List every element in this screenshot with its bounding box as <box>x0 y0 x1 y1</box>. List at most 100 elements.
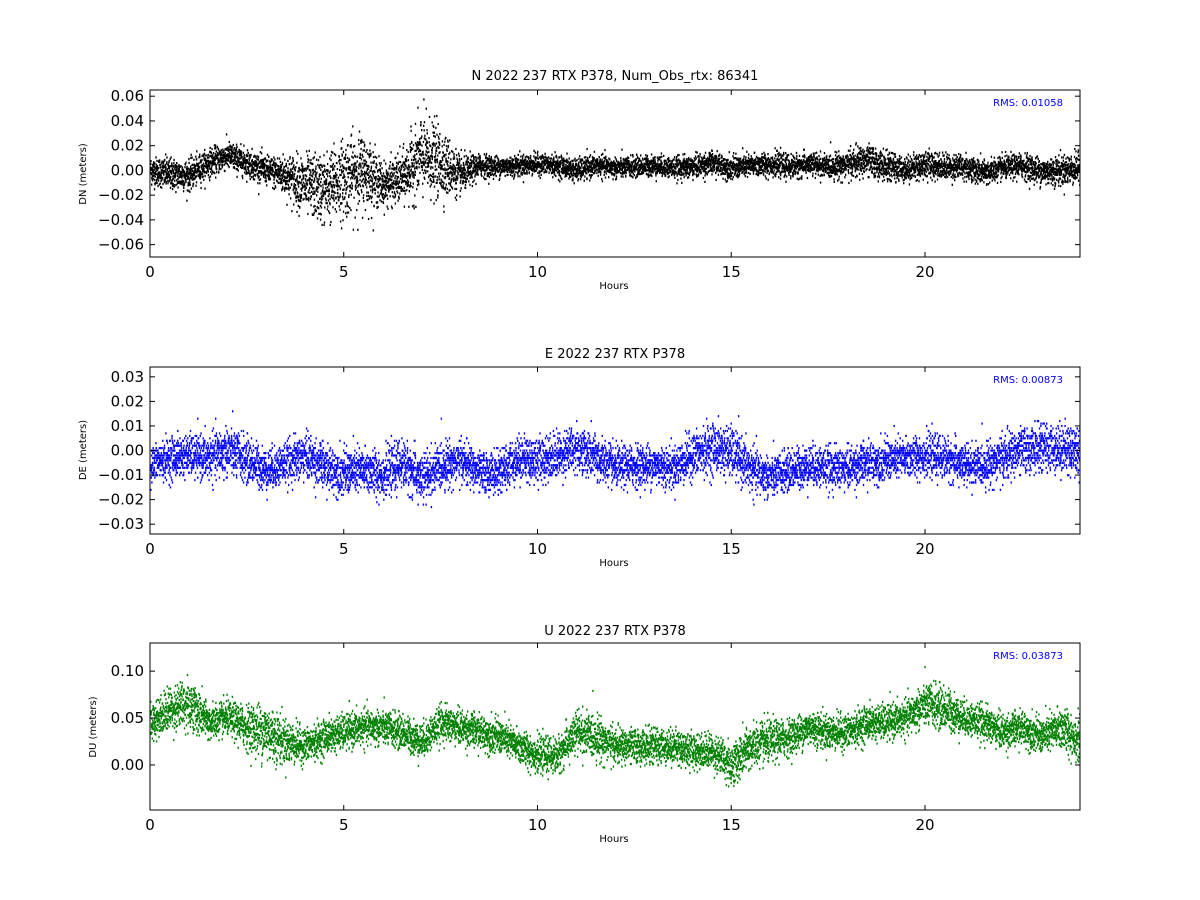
data-point <box>594 165 597 168</box>
data-point <box>381 193 383 196</box>
data-point <box>427 155 430 158</box>
data-point <box>248 162 250 165</box>
data-point <box>564 165 566 168</box>
data-point <box>611 161 614 165</box>
data-point <box>662 172 664 175</box>
data-point <box>560 162 562 165</box>
data-point <box>562 160 565 163</box>
data-point <box>342 176 345 179</box>
data-point <box>610 164 612 167</box>
data-point <box>320 213 322 216</box>
data-point <box>598 171 600 174</box>
data-point <box>330 176 332 179</box>
data-point <box>327 199 330 202</box>
data-point <box>579 170 582 173</box>
data-point <box>365 178 367 181</box>
data-point <box>316 205 318 209</box>
data-point <box>536 166 538 169</box>
data-point <box>563 159 566 162</box>
data-point <box>292 166 295 169</box>
data-point <box>645 154 647 157</box>
data-point <box>414 142 417 145</box>
data-point <box>374 188 377 192</box>
data-point <box>504 165 506 168</box>
data-point <box>311 175 314 178</box>
data-point <box>385 169 388 172</box>
data-point <box>547 156 550 159</box>
data-point <box>476 166 478 169</box>
data-point <box>329 182 332 185</box>
data-point <box>334 191 336 194</box>
data-point <box>647 164 649 167</box>
data-point <box>297 185 300 188</box>
data-point <box>471 173 473 176</box>
data-point <box>501 167 504 170</box>
data-point <box>167 173 169 176</box>
data-point <box>517 153 519 156</box>
data-point <box>534 156 536 159</box>
data-point <box>331 191 333 194</box>
data-point <box>237 156 239 160</box>
data-point <box>452 157 455 160</box>
data-point <box>339 174 341 177</box>
data-point <box>261 160 264 163</box>
data-point <box>403 186 405 189</box>
data-point <box>358 130 361 133</box>
data-point <box>155 156 157 159</box>
data-point <box>274 171 276 174</box>
data-point <box>219 150 222 153</box>
data-point <box>378 178 380 181</box>
data-point <box>209 150 211 153</box>
data-point <box>284 181 287 184</box>
data-point <box>433 175 435 178</box>
data-point <box>601 168 603 171</box>
data-point <box>162 161 165 164</box>
data-point <box>294 193 296 196</box>
data-point <box>172 170 174 173</box>
data-point <box>480 170 483 173</box>
data-point <box>509 170 511 173</box>
data-point <box>484 169 487 172</box>
data-point <box>182 190 185 193</box>
data-point <box>398 181 400 184</box>
data-point <box>456 176 458 180</box>
data-point <box>347 161 349 164</box>
data-point <box>497 165 499 168</box>
data-point <box>289 197 292 200</box>
data-point <box>412 171 414 174</box>
data-point <box>540 167 542 170</box>
data-point <box>486 172 489 175</box>
data-point <box>320 198 323 201</box>
data-point <box>207 170 209 173</box>
data-point <box>414 149 416 153</box>
data-point <box>418 183 420 186</box>
data-point <box>575 160 577 163</box>
data-point <box>561 178 563 181</box>
data-point <box>471 185 473 188</box>
data-point <box>363 162 365 165</box>
data-point <box>240 156 242 159</box>
data-point <box>262 175 265 178</box>
data-point <box>334 154 337 157</box>
data-point <box>264 173 266 176</box>
data-point <box>258 171 260 174</box>
data-point <box>582 171 584 174</box>
data-point <box>245 165 247 168</box>
data-point <box>368 175 371 178</box>
data-point <box>302 181 304 184</box>
data-point <box>208 176 210 179</box>
data-point <box>473 156 475 159</box>
data-point <box>288 188 290 191</box>
data-point <box>654 156 656 159</box>
data-point <box>563 157 565 160</box>
data-point <box>233 151 235 155</box>
data-point <box>150 160 152 163</box>
data-point <box>331 189 334 192</box>
data-point <box>278 167 280 170</box>
data-point <box>281 188 283 191</box>
data-point <box>421 144 423 147</box>
data-point <box>462 168 464 171</box>
data-point <box>376 195 379 198</box>
data-point <box>501 169 504 172</box>
data-point <box>392 164 394 167</box>
